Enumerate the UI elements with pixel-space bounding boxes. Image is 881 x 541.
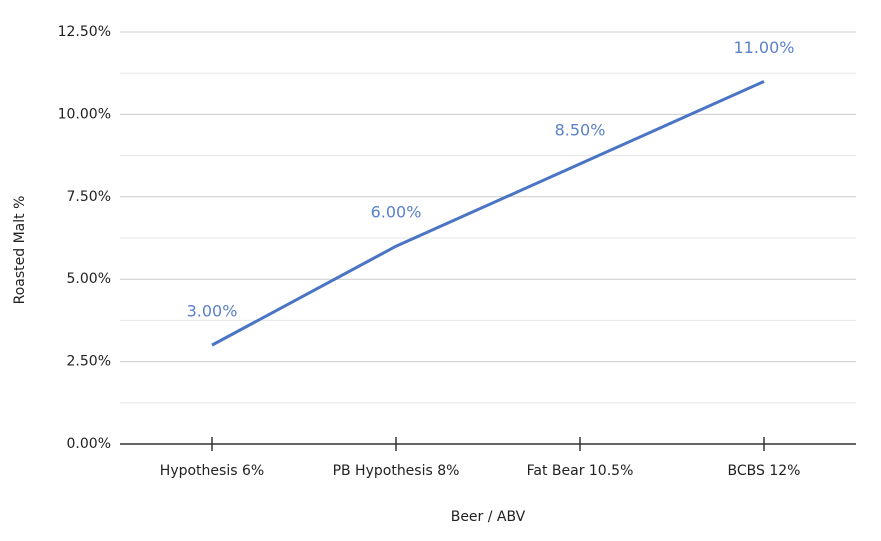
y-tick-label: 12.50% <box>58 24 111 40</box>
line-series <box>211 80 765 347</box>
x-tick-label: BCBS 12% <box>728 463 801 479</box>
y-tick-label: 10.00% <box>58 106 111 122</box>
y-tick-label: 7.50% <box>67 189 111 205</box>
y-tick-label: 2.50% <box>67 354 111 370</box>
x-tick-label: Fat Bear 10.5% <box>527 463 634 479</box>
y-tick-label: 0.00% <box>67 436 111 452</box>
data-label: 3.00% <box>187 302 238 321</box>
y-tick-label: 5.00% <box>67 271 111 287</box>
y-axis-title: Roasted Malt % <box>12 196 28 305</box>
data-label: 6.00% <box>371 203 422 222</box>
data-label: 8.50% <box>555 120 606 139</box>
x-tick-label: PB Hypothesis 8% <box>333 463 460 479</box>
x-tick-label: Hypothesis 6% <box>160 463 264 479</box>
data-label: 11.00% <box>733 38 794 57</box>
x-axis-title: Beer / ABV <box>451 509 526 525</box>
